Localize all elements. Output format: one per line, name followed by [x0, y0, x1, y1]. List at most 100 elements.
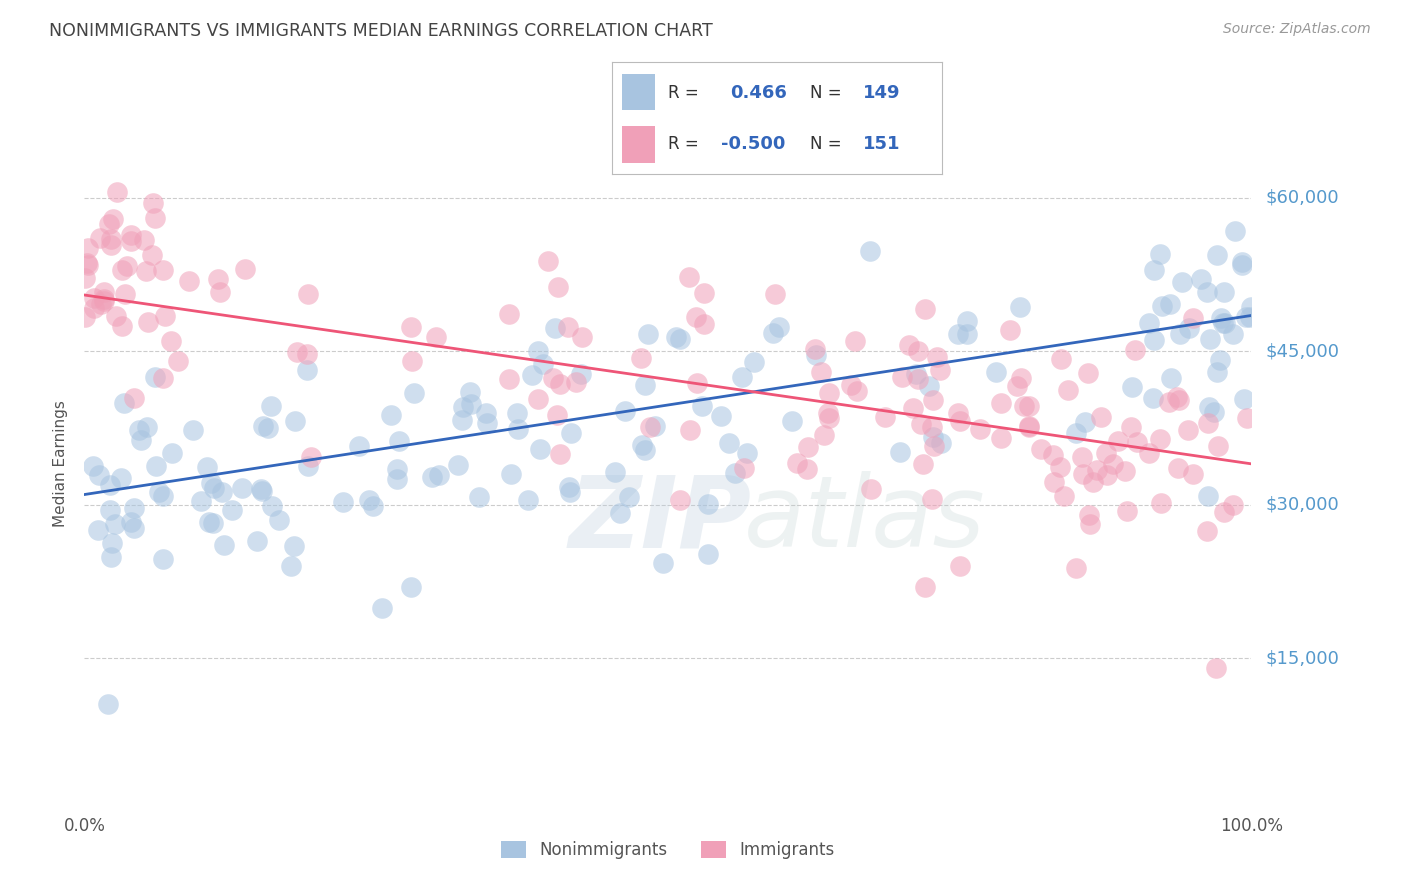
Point [1071, 450, 1094, 465]
Point [1199, 332, 1222, 346]
Point [922, 439, 945, 453]
Point [928, 362, 950, 376]
Point [1031, 442, 1053, 457]
Point [1206, 439, 1229, 453]
Point [1236, 411, 1258, 425]
Point [1137, 446, 1160, 460]
Point [859, 244, 882, 259]
Point [427, 467, 450, 482]
Point [1107, 434, 1129, 448]
Point [460, 397, 482, 411]
Point [693, 286, 716, 301]
Point [1064, 425, 1087, 440]
Point [1005, 379, 1028, 393]
Point [250, 483, 273, 498]
Bar [621, 126, 655, 162]
Point [105, 309, 128, 323]
Point [111, 319, 134, 334]
Point [543, 321, 565, 335]
Point [557, 319, 579, 334]
Point [1114, 464, 1136, 478]
Point [359, 493, 381, 508]
Point [1121, 380, 1143, 394]
Point [733, 461, 755, 475]
Point [233, 262, 256, 277]
Point [1018, 399, 1040, 413]
Point [817, 386, 839, 401]
Point [818, 410, 841, 425]
Point [89, 467, 111, 482]
Point [1049, 351, 1071, 366]
Point [1239, 310, 1261, 324]
Point [499, 467, 522, 482]
Point [297, 347, 319, 361]
Point [101, 212, 124, 227]
Point [249, 482, 271, 496]
Point [260, 399, 283, 413]
Point [105, 185, 128, 199]
Point [949, 559, 972, 574]
Point [873, 409, 896, 424]
Point [1240, 300, 1263, 314]
Point [806, 348, 828, 362]
Text: 149: 149 [863, 84, 900, 102]
Point [143, 369, 166, 384]
Point [122, 500, 145, 515]
Point [742, 355, 765, 369]
Point [506, 406, 529, 420]
Point [1008, 300, 1031, 314]
Point [475, 406, 498, 420]
Point [425, 330, 447, 344]
Point [946, 406, 969, 420]
Point [1097, 467, 1119, 482]
Point [100, 503, 122, 517]
Point [1197, 524, 1219, 538]
Point [1232, 258, 1254, 272]
Point [1143, 262, 1166, 277]
Point [297, 459, 319, 474]
Point [98, 217, 121, 231]
Point [284, 414, 307, 428]
Point [546, 409, 568, 423]
Point [152, 263, 174, 277]
Point [385, 462, 408, 476]
Point [922, 392, 945, 407]
Point [1149, 432, 1171, 446]
Point [956, 314, 979, 328]
Point [516, 492, 538, 507]
Point [135, 263, 157, 277]
Point [1077, 508, 1099, 522]
Point [990, 431, 1012, 445]
Point [990, 396, 1012, 410]
Point [690, 399, 713, 413]
Point [1233, 392, 1256, 406]
Point [558, 479, 581, 493]
Point [1206, 365, 1229, 379]
Point [135, 420, 157, 434]
Point [142, 195, 165, 210]
Point [560, 485, 582, 500]
Point [537, 253, 560, 268]
Point [1101, 457, 1123, 471]
Point [910, 417, 932, 432]
Point [110, 471, 132, 485]
Point [640, 419, 662, 434]
Point [541, 370, 564, 384]
Point [347, 439, 370, 453]
Point [796, 462, 818, 476]
Point [83, 301, 105, 316]
Point [97, 698, 120, 712]
Point [498, 307, 520, 321]
Point [297, 286, 319, 301]
Point [93, 292, 115, 306]
Text: $60,000: $60,000 [1265, 189, 1339, 207]
Point [548, 377, 571, 392]
Point [1119, 420, 1142, 434]
Text: $15,000: $15,000 [1265, 649, 1340, 667]
Point [73, 310, 96, 325]
Point [922, 430, 945, 444]
Point [93, 285, 115, 299]
Point [1178, 321, 1201, 335]
Point [214, 538, 236, 552]
Point [148, 485, 170, 500]
